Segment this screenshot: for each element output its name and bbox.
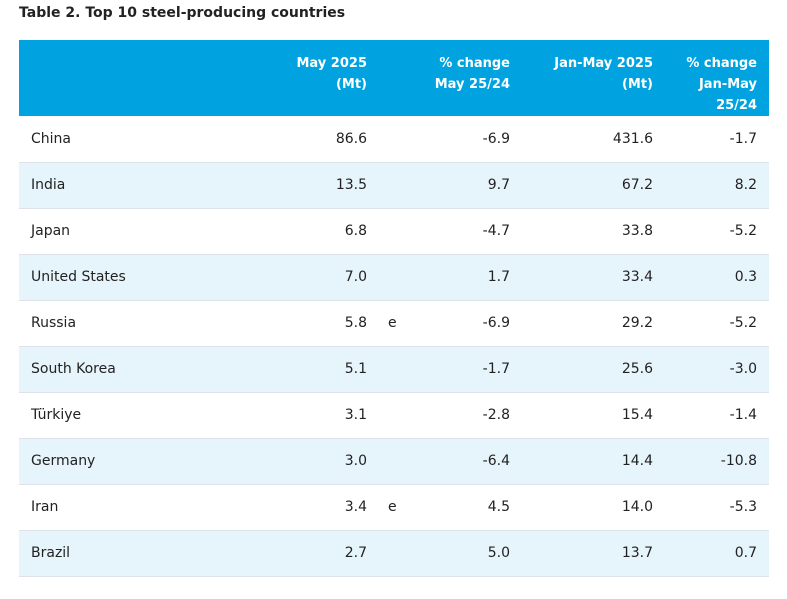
may-production-cell: 2.7 [224, 530, 378, 577]
may-production-cell: 5.1 [224, 346, 378, 393]
may-change-cell: 9.7 [418, 162, 521, 209]
table-row: South Korea 5.1 -1.7 25.6 -3.0 [19, 346, 769, 393]
may-production-cell: 3.1 [224, 392, 378, 439]
ytd-change-cell: -1.7 [664, 116, 769, 163]
table-body: China 86.6 -6.9 431.6 -1.7 India 13.5 9.… [19, 116, 769, 577]
estimate-flag-cell [378, 208, 418, 255]
may-change-cell: -2.8 [418, 392, 521, 439]
estimate-flag-cell [378, 116, 418, 163]
may-production-cell: 7.0 [224, 254, 378, 301]
estimate-flag-cell [378, 162, 418, 209]
header-may-line2: (Mt) [335, 77, 367, 92]
estimate-flag-cell: e [378, 484, 418, 531]
estimate-flag-cell [378, 530, 418, 577]
ytd-production-cell: 33.8 [521, 208, 664, 255]
header-chg-line2: May 25/24 [434, 77, 510, 92]
country-cell: United States [19, 254, 224, 301]
header-chg-line1: % change [439, 56, 510, 71]
may-production-cell: 13.5 [224, 162, 378, 209]
ytd-production-cell: 431.6 [521, 116, 664, 163]
may-change-cell: 5.0 [418, 530, 521, 577]
ytd-change-cell: 0.7 [664, 530, 769, 577]
country-cell: Germany [19, 438, 224, 485]
ytd-change-cell: -5.2 [664, 300, 769, 347]
table-row: Germany 3.0 -6.4 14.4 -10.8 [19, 438, 769, 485]
header-may-change: % change May 25/24 [418, 40, 521, 116]
ytd-production-cell: 29.2 [521, 300, 664, 347]
estimate-flag-cell [378, 346, 418, 393]
table-row: Türkiye 3.1 -2.8 15.4 -1.4 [19, 392, 769, 439]
ytd-change-cell: -5.3 [664, 484, 769, 531]
estimate-flag-cell: e [378, 300, 418, 347]
ytd-production-cell: 25.6 [521, 346, 664, 393]
ytd-production-cell: 33.4 [521, 254, 664, 301]
ytd-production-cell: 14.4 [521, 438, 664, 485]
may-production-cell: 5.8 [224, 300, 378, 347]
estimate-flag-cell [378, 254, 418, 301]
header-row: May 2025 (Mt) % change May 25/24 Jan-May… [19, 40, 769, 116]
may-production-cell: 86.6 [224, 116, 378, 163]
table-row: India 13.5 9.7 67.2 8.2 [19, 162, 769, 209]
table-row: United States 7.0 1.7 33.4 0.3 [19, 254, 769, 301]
header-jan-may-change: % change Jan-May 25/24 [664, 40, 769, 116]
header-flag [378, 40, 418, 116]
country-cell: South Korea [19, 346, 224, 393]
header-may-line1: May 2025 [296, 56, 368, 71]
may-production-cell: 3.4 [224, 484, 378, 531]
country-cell: Iran [19, 484, 224, 531]
may-change-cell: -6.9 [418, 300, 521, 347]
header-ytd-line2: (Mt) [621, 77, 653, 92]
country-cell: Russia [19, 300, 224, 347]
ytd-change-cell: 8.2 [664, 162, 769, 209]
may-change-cell: 1.7 [418, 254, 521, 301]
may-change-cell: -1.7 [418, 346, 521, 393]
ytd-change-cell: -3.0 [664, 346, 769, 393]
header-may-2025: May 2025 (Mt) [224, 40, 378, 116]
country-cell: India [19, 162, 224, 209]
header-jan-may-2025: Jan-May 2025 (Mt) [521, 40, 664, 116]
estimate-flag-cell [378, 438, 418, 485]
may-production-cell: 6.8 [224, 208, 378, 255]
table-row: Iran 3.4 e 4.5 14.0 -5.3 [19, 484, 769, 531]
table-header: May 2025 (Mt) % change May 25/24 Jan-May… [19, 40, 769, 116]
may-change-cell: -6.4 [418, 438, 521, 485]
ytd-production-cell: 67.2 [521, 162, 664, 209]
ytd-production-cell: 13.7 [521, 530, 664, 577]
estimate-flag-cell [378, 392, 418, 439]
country-cell: Brazil [19, 530, 224, 577]
country-cell: Türkiye [19, 392, 224, 439]
may-change-cell: 4.5 [418, 484, 521, 531]
ytd-change-cell: -10.8 [664, 438, 769, 485]
header-ytdchg-line2: Jan-May [698, 77, 757, 92]
country-cell: Japan [19, 208, 224, 255]
may-change-cell: -4.7 [418, 208, 521, 255]
header-country [19, 40, 224, 116]
table-row: China 86.6 -6.9 431.6 -1.7 [19, 116, 769, 163]
ytd-production-cell: 14.0 [521, 484, 664, 531]
header-ytd-line1: Jan-May 2025 [554, 56, 653, 71]
table-row: Russia 5.8 e -6.9 29.2 -5.2 [19, 300, 769, 347]
steel-production-table: May 2025 (Mt) % change May 25/24 Jan-May… [19, 40, 769, 577]
may-change-cell: -6.9 [418, 116, 521, 163]
ytd-change-cell: -1.4 [664, 392, 769, 439]
header-ytdchg-line3: 25/24 [716, 98, 757, 113]
table-title: Table 2. Top 10 steel-producing countrie… [19, 5, 346, 21]
table-row: Brazil 2.7 5.0 13.7 0.7 [19, 530, 769, 577]
table-row: Japan 6.8 -4.7 33.8 -5.2 [19, 208, 769, 255]
country-cell: China [19, 116, 224, 163]
ytd-change-cell: -5.2 [664, 208, 769, 255]
ytd-change-cell: 0.3 [664, 254, 769, 301]
header-ytdchg-line1: % change [686, 56, 757, 71]
ytd-production-cell: 15.4 [521, 392, 664, 439]
may-production-cell: 3.0 [224, 438, 378, 485]
